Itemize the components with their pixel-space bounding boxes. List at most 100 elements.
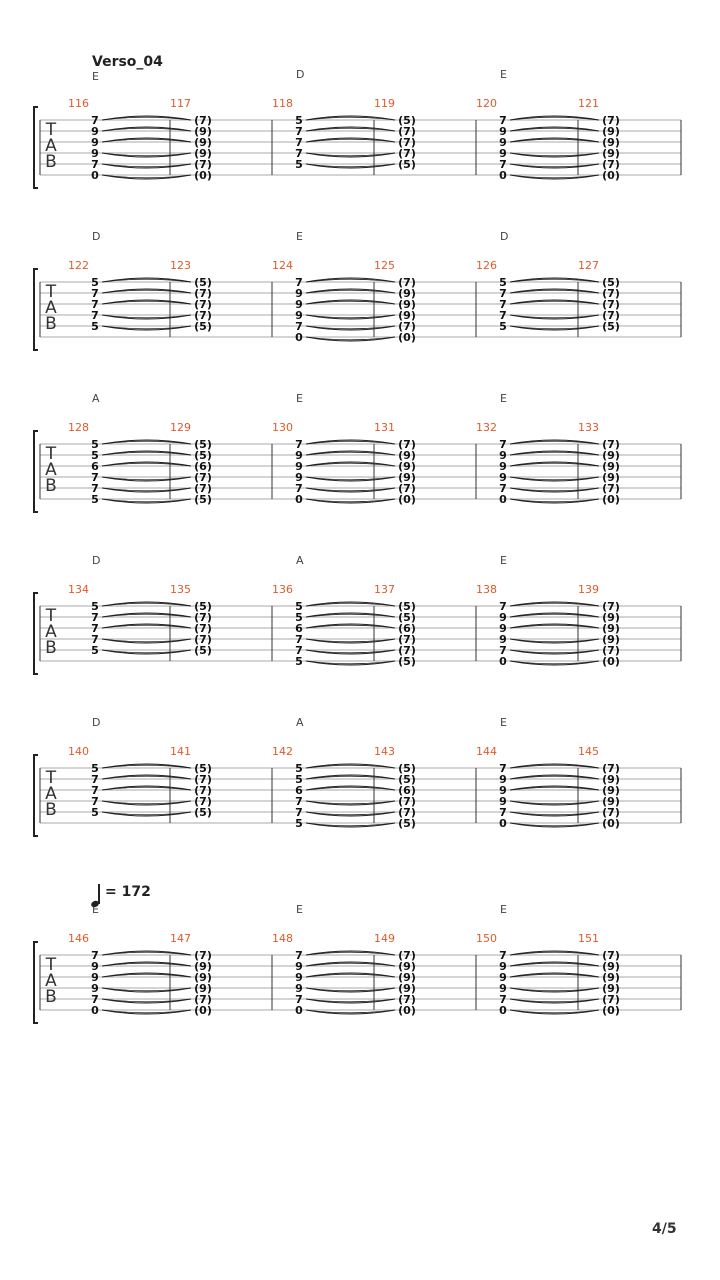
- tie-arc: [509, 961, 600, 967]
- tie-arc: [305, 601, 396, 607]
- tie-arc: [509, 277, 600, 283]
- tie-arc: [509, 613, 600, 618]
- tie-arc: [509, 987, 600, 993]
- tie-arc: [101, 163, 192, 169]
- fret-number: 9: [499, 147, 507, 160]
- tie-arc: [509, 115, 600, 121]
- fret-number: (0): [398, 331, 416, 344]
- tie-arc: [305, 612, 396, 618]
- tie-arc: [305, 800, 396, 805]
- fret-number: (7): [194, 309, 212, 322]
- fret-number: (9): [194, 982, 212, 995]
- fret-number: (7): [602, 309, 620, 322]
- tie-arc: [101, 152, 192, 158]
- tie-arc: [509, 163, 600, 169]
- tie-arc: [305, 1009, 396, 1014]
- tie-arc: [305, 487, 396, 493]
- tie-arc: [101, 613, 192, 618]
- tie-arc: [101, 325, 192, 330]
- fret-number: (9): [602, 982, 620, 995]
- fret-number: 7: [91, 158, 99, 171]
- fret-number: (9): [602, 460, 620, 473]
- tie-arc: [101, 987, 192, 992]
- tie-arc: [101, 601, 192, 607]
- tie-arc: [101, 487, 192, 492]
- fret-number: 7: [91, 993, 99, 1006]
- chord-name: A: [296, 716, 304, 729]
- fret-number: 7: [499, 806, 507, 819]
- tie-arc: [509, 624, 600, 629]
- measure-number: 143: [374, 745, 395, 758]
- tie-arc: [509, 137, 600, 143]
- fret-number: (7): [602, 644, 620, 657]
- fret-number: 7: [499, 482, 507, 495]
- tie-arc: [305, 163, 396, 169]
- tie-arc: [305, 973, 396, 978]
- fret-number: (5): [194, 644, 212, 657]
- fret-number: 9: [295, 309, 303, 322]
- tie-arc: [509, 288, 600, 294]
- tie-arc: [305, 998, 396, 1003]
- tie-arc: [509, 116, 600, 121]
- tie-arc: [509, 1009, 600, 1014]
- tie-arc: [305, 961, 396, 967]
- tab-clef-letter: B: [45, 987, 57, 1007]
- fret-number: 7: [499, 949, 507, 962]
- fret-number: 9: [499, 460, 507, 473]
- measure-number: 148: [272, 932, 293, 945]
- tie-arc: [305, 299, 396, 305]
- tie-arc: [305, 498, 396, 504]
- fret-number: 5: [295, 655, 303, 668]
- fret-number: 9: [295, 449, 303, 462]
- tie-arc: [509, 973, 600, 978]
- fret-number: 7: [295, 147, 303, 160]
- fret-number: 9: [499, 125, 507, 138]
- fret-number: (7): [602, 993, 620, 1006]
- fret-number: (9): [398, 971, 416, 984]
- tie-arc: [509, 811, 600, 816]
- fret-number: 0: [499, 493, 507, 506]
- fret-number: 7: [91, 298, 99, 311]
- tab-clef-letter: A: [45, 298, 57, 318]
- fret-number: (9): [602, 784, 620, 797]
- tie-arc: [305, 476, 396, 482]
- tie-arc: [509, 800, 600, 805]
- tie-arc: [509, 764, 600, 769]
- fret-number: (5): [398, 762, 416, 775]
- tab-clef-letter: A: [45, 622, 57, 642]
- fret-number: (7): [194, 287, 212, 300]
- tie-arc: [101, 300, 192, 305]
- tie-arc: [101, 800, 192, 805]
- tie-arc: [509, 152, 600, 158]
- fret-number: (7): [194, 784, 212, 797]
- fret-number: (5): [398, 611, 416, 624]
- tie-arc: [101, 325, 192, 331]
- fret-number: 9: [295, 982, 303, 995]
- tie-arc: [101, 1009, 192, 1015]
- tie-arc: [101, 800, 192, 806]
- fret-number: 9: [91, 136, 99, 149]
- tie-arc: [509, 174, 600, 180]
- fret-number: 7: [91, 633, 99, 646]
- fret-number: (9): [398, 460, 416, 473]
- tie-arc: [509, 461, 600, 467]
- fret-number: 7: [499, 309, 507, 322]
- fret-number: (9): [602, 633, 620, 646]
- fret-number: (7): [398, 993, 416, 1006]
- tab-clef-letter: A: [45, 136, 57, 156]
- fret-number: (9): [602, 622, 620, 635]
- tie-arc: [509, 660, 600, 665]
- fret-number: (7): [398, 125, 416, 138]
- tab-clef-letter: T: [45, 955, 57, 975]
- measure-number: 129: [170, 421, 191, 434]
- measure-number: 123: [170, 259, 191, 272]
- fret-number: (0): [602, 493, 620, 506]
- tie-arc: [305, 278, 396, 283]
- tie-arc: [305, 451, 396, 456]
- system-bracket: [33, 592, 38, 675]
- fret-number: 7: [91, 611, 99, 624]
- fret-number: (7): [398, 276, 416, 289]
- fret-number: 7: [499, 298, 507, 311]
- fret-number: (9): [602, 147, 620, 160]
- measure-number: 144: [476, 745, 497, 758]
